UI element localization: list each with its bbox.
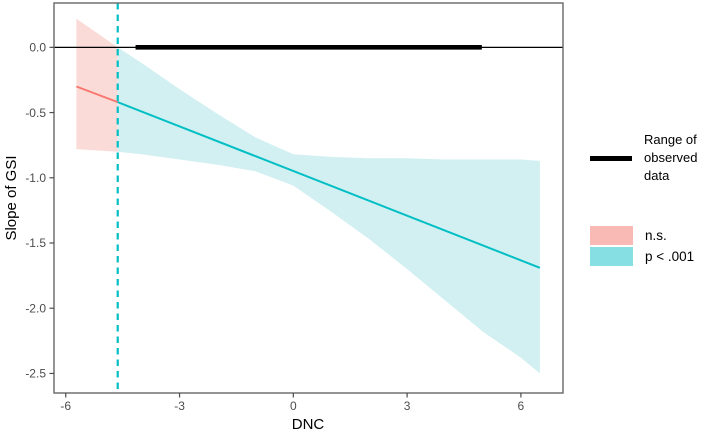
legend-observed-label: Range of observed data — [644, 132, 698, 183]
chart-marks — [54, 3, 563, 393]
x-tick-label: -6 — [60, 399, 71, 413]
panel-border — [53, 2, 564, 394]
y-tick-label: -0.5 — [25, 106, 46, 120]
y-axis-title: Slope of GSI — [3, 155, 20, 240]
y-tick-label: -2.5 — [25, 367, 46, 381]
legend-item-significant: p < .001 — [590, 247, 694, 266]
confidence-ribbons — [76, 18, 540, 374]
y-tick-label: -2.0 — [25, 301, 46, 315]
legend-significance: n.s. p < .001 — [590, 226, 694, 268]
significant-slope-line — [117, 101, 541, 269]
legend-item-ns: n.s. — [590, 226, 694, 245]
x-axis-title: DNC — [292, 416, 325, 433]
ns-color-swatch — [590, 226, 633, 245]
legend-observed-range: Range of observed data — [590, 131, 708, 185]
legend-significant-label: p < .001 — [645, 249, 695, 264]
ns-confidence-band — [76, 18, 118, 152]
y-tick-label: -1.5 — [25, 236, 46, 250]
ns-slope-line — [76, 85, 119, 103]
x-tick-label: 3 — [404, 399, 411, 413]
significant-confidence-band — [117, 47, 540, 374]
x-tick-label: -3 — [174, 399, 185, 413]
x-tick-label: 6 — [518, 399, 525, 413]
y-tick-label: 0.0 — [29, 41, 46, 55]
axes: -6 -3 0 3 6 0.0 -0.5 -1.0 -1.5 -2.0 -2.5 — [25, 2, 564, 413]
observed-range-line-swatch — [590, 156, 632, 161]
x-tick-label: 0 — [290, 399, 297, 413]
y-tick-label: -1.0 — [25, 171, 46, 185]
legend-ns-label: n.s. — [645, 228, 667, 243]
significant-color-swatch — [590, 247, 633, 266]
